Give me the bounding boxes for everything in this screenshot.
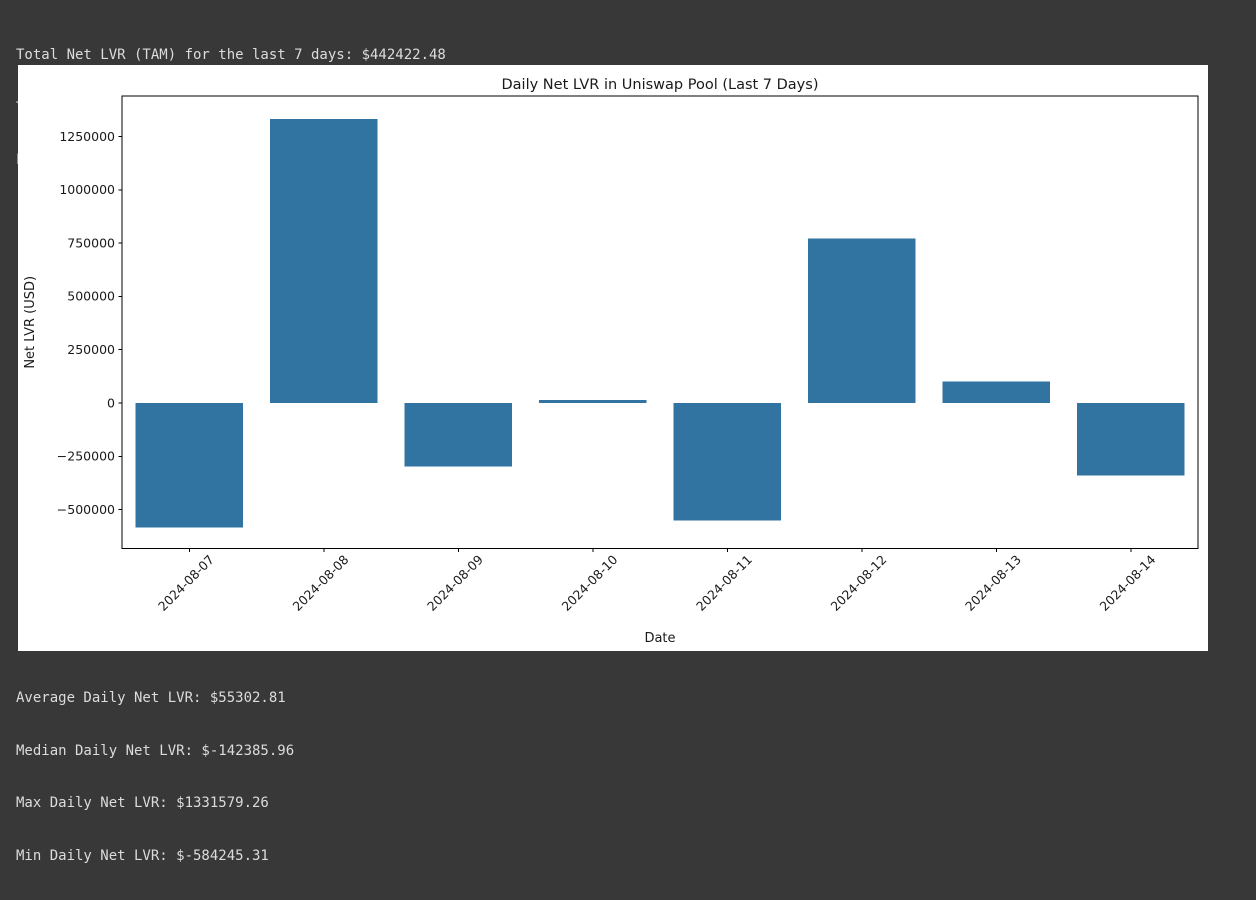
bar bbox=[538, 400, 647, 404]
y-tick-label: 750000 bbox=[67, 235, 115, 250]
bar bbox=[942, 381, 1051, 404]
x-tick-label: 2024-08-07 bbox=[155, 552, 217, 614]
terminal-output-bottom: Average Daily Net LVR: $55302.81 Median … bbox=[16, 655, 294, 900]
terminal-screen: Total Net LVR (TAM) for the last 7 days:… bbox=[16, 47, 1208, 864]
bar bbox=[269, 119, 378, 404]
x-axis-label: Date bbox=[644, 631, 675, 646]
terminal-line-max: Max Daily Net LVR: $1331579.26 bbox=[16, 795, 269, 811]
y-tick-label: 1250000 bbox=[59, 129, 115, 144]
bar bbox=[1076, 403, 1185, 476]
bar-chart: −500000 −250000 0 250000 500000 750000 1000000… bbox=[23, 77, 1199, 646]
x-tick-label: 2024-08-14 bbox=[1097, 552, 1159, 614]
axes-box bbox=[121, 95, 1199, 549]
terminal-line-median: Median Daily Net LVR: $-142385.96 bbox=[16, 742, 295, 759]
y-tick-label: 250000 bbox=[67, 342, 115, 357]
x-tick-label: 2024-08-10 bbox=[559, 552, 621, 614]
y-axis-label: Net LVR (USD) bbox=[23, 276, 38, 369]
chart-figure: −500000 −250000 0 250000 500000 750000 1000000… bbox=[18, 65, 1208, 651]
x-tick-label: 2024-08-08 bbox=[290, 552, 352, 614]
y-tick-label: 1000000 bbox=[59, 182, 115, 197]
y-tick-label: −250000 bbox=[57, 449, 115, 464]
x-tick-label: 2024-08-12 bbox=[828, 552, 890, 614]
bar bbox=[135, 403, 244, 528]
terminal-line-total-net-lvr: Total Net LVR (TAM) for the last 7 days:… bbox=[16, 47, 446, 63]
chart-title: Daily Net LVR in Uniswap Pool (Last 7 Da… bbox=[502, 77, 819, 93]
terminal-line-average: Average Daily Net LVR: $55302.81 bbox=[16, 690, 286, 706]
x-tick-label: 2024-08-09 bbox=[424, 552, 486, 614]
bar bbox=[404, 403, 513, 467]
x-tick-label: 2024-08-11 bbox=[693, 552, 755, 614]
y-tick-label: 500000 bbox=[67, 289, 115, 304]
y-tick-label: 0 bbox=[107, 395, 115, 410]
bar bbox=[673, 403, 782, 521]
x-tick-label: 2024-08-13 bbox=[962, 552, 1024, 614]
bar bbox=[807, 238, 916, 404]
terminal-line-min: Min Daily Net LVR: $-584245.31 bbox=[16, 847, 269, 864]
y-tick-label: −500000 bbox=[57, 502, 115, 517]
